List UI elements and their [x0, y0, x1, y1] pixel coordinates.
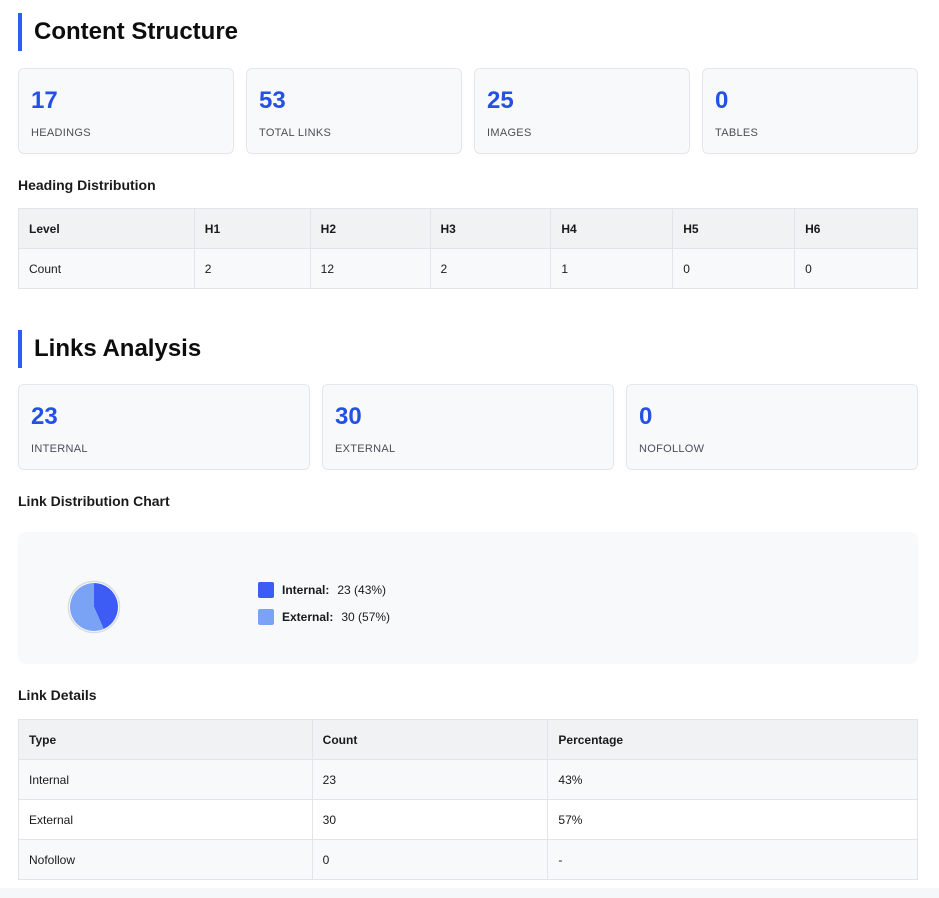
- table-header-cell: Count: [311, 719, 549, 760]
- page-bottom-edge: [0, 888, 939, 898]
- table-cell: 43%: [547, 759, 918, 800]
- table-cell: 57%: [547, 799, 918, 840]
- table-cell: Internal: [18, 759, 313, 800]
- links-analysis-title: Links Analysis: [18, 330, 201, 368]
- legend-swatch-external: [258, 608, 274, 625]
- table-header-cell: Level: [18, 208, 195, 249]
- table-cell: 23: [311, 759, 549, 800]
- table-header-cell: H6: [794, 208, 918, 249]
- table-header-cell: Type: [18, 719, 313, 760]
- stat-label: NOFOLLOW: [639, 443, 705, 455]
- legend-item-external: External: 30 (57%): [258, 603, 390, 630]
- stat-value: 23: [31, 403, 58, 430]
- table-cell: Nofollow: [18, 839, 313, 880]
- link-distribution-chart-title: Link Distribution Chart: [18, 493, 170, 509]
- stat-label: TABLES: [715, 127, 759, 139]
- table-cell: 12: [309, 248, 431, 289]
- heading-distribution-table: Level H1 H2 H3 H4 H5 H6 Count 2 12 2 1 0…: [18, 208, 918, 289]
- legend-label: External:: [282, 609, 334, 624]
- stat-label: EXTERNAL: [335, 443, 396, 455]
- stat-value: 30: [335, 403, 362, 430]
- chart-legend: Internal: 23 (43%) External: 30 (57%): [258, 576, 390, 630]
- stat-label: INTERNAL: [31, 443, 88, 455]
- legend-swatch-internal: [258, 581, 274, 598]
- link-distribution-chart: Internal: 23 (43%) External: 30 (57%): [18, 532, 918, 664]
- link-details-title: Link Details: [18, 687, 97, 703]
- stat-card-nofollow: 0 NOFOLLOW: [626, 384, 918, 470]
- table-cell: 1: [550, 248, 674, 289]
- table-header-cell: H3: [429, 208, 552, 249]
- stat-card-external: 30 EXTERNAL: [322, 384, 614, 470]
- table-header-cell: H4: [550, 208, 674, 249]
- table-cell: 2: [193, 248, 311, 289]
- legend-item-internal: Internal: 23 (43%): [258, 576, 390, 603]
- content-structure-title: Content Structure: [18, 13, 238, 51]
- table-row: Internal 23 43%: [18, 759, 918, 800]
- stat-value: 0: [639, 403, 653, 430]
- legend-value: 30 (57%): [341, 609, 391, 624]
- stat-label: HEADINGS: [31, 127, 91, 139]
- stat-card-images: 25 IMAGES: [474, 68, 690, 154]
- table-cell: 0: [794, 248, 918, 289]
- stat-card-headings: 17 HEADINGS: [18, 68, 234, 154]
- stat-card-total-links: 53 TOTAL LINKS: [246, 68, 462, 154]
- pie-chart: [67, 580, 121, 634]
- stat-value: 17: [31, 87, 58, 114]
- table-cell: -: [547, 839, 918, 880]
- table-header-cell: H2: [309, 208, 431, 249]
- stat-label: IMAGES: [487, 127, 532, 139]
- stat-label: TOTAL LINKS: [259, 127, 332, 139]
- stat-value: 25: [487, 87, 514, 114]
- table-row: Count 2 12 2 1 0 0: [18, 248, 918, 289]
- table-header-cell: H5: [672, 208, 796, 249]
- link-details-table: Type Count Percentage Internal 23 43% Ex…: [18, 719, 918, 880]
- stat-card-internal: 23 INTERNAL: [18, 384, 310, 470]
- table-cell: 30: [311, 799, 549, 840]
- table-header-cell: H1: [193, 208, 311, 249]
- table-cell: 2: [429, 248, 552, 289]
- table-row: External 30 57%: [18, 799, 918, 840]
- stat-value: 0: [715, 87, 729, 114]
- table-row: Nofollow 0 -: [18, 839, 918, 880]
- table-cell: Count: [18, 248, 195, 289]
- stat-value: 53: [259, 87, 286, 114]
- pie-slice-internal: [94, 583, 118, 629]
- table-cell: External: [18, 799, 313, 840]
- pie-slice-external: [70, 583, 104, 631]
- table-header-cell: Percentage: [547, 719, 918, 760]
- stat-card-tables: 0 TABLES: [702, 68, 918, 154]
- content-stats-row: 17 HEADINGS 53 TOTAL LINKS 25 IMAGES 0 T…: [18, 68, 918, 154]
- links-stats-row: 23 INTERNAL 30 EXTERNAL 0 NOFOLLOW: [18, 384, 918, 470]
- heading-distribution-title: Heading Distribution: [18, 177, 156, 193]
- legend-value: 23 (43%): [337, 582, 387, 597]
- legend-label: Internal:: [282, 582, 330, 597]
- table-cell: 0: [672, 248, 796, 289]
- table-cell: 0: [311, 839, 549, 880]
